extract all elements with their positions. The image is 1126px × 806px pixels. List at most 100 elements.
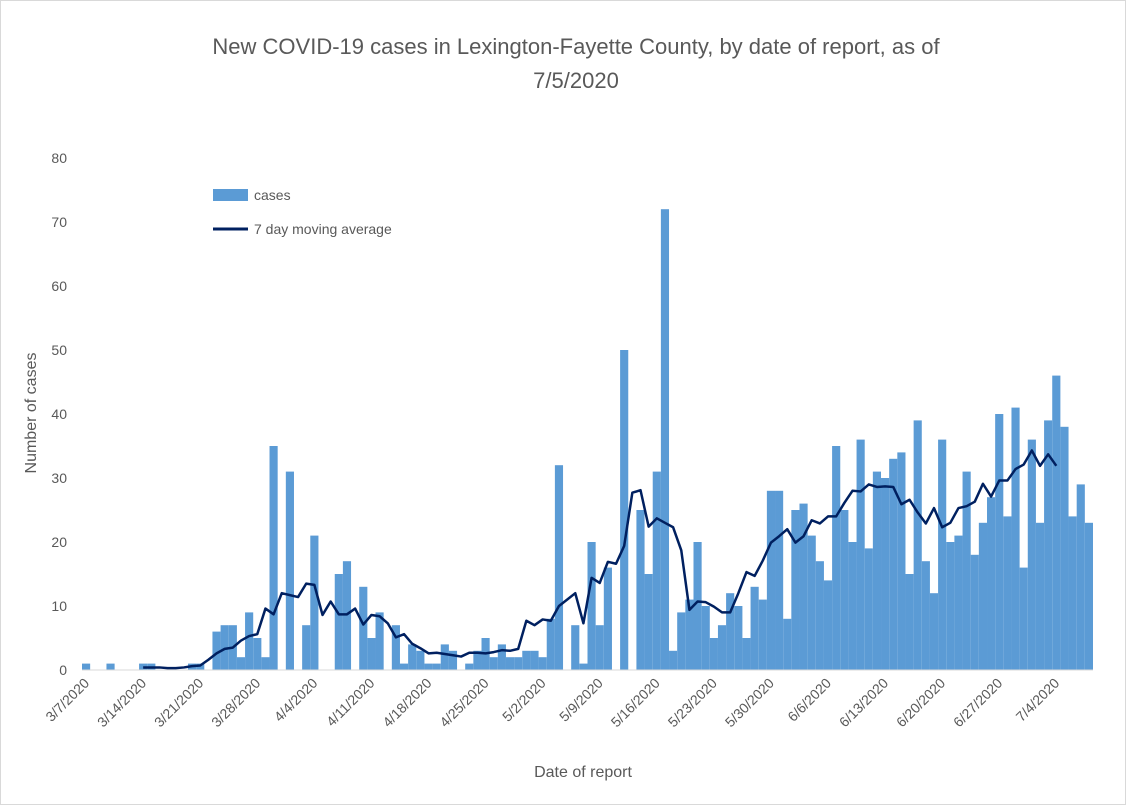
moving-average-layer [143, 449, 1058, 670]
cases-bar [970, 554, 979, 670]
y-tick-label: 30 [51, 470, 67, 486]
cases-bar [497, 644, 506, 670]
cases-bar [285, 471, 294, 670]
cases-bar [595, 625, 604, 670]
cases-bar [913, 420, 922, 670]
cases-bar [701, 606, 710, 670]
x-tick-label: 6/20/2020 [893, 675, 949, 731]
cases-bar [538, 657, 547, 670]
cases-bar [1068, 516, 1077, 670]
x-tick-label: 3/21/2020 [151, 675, 207, 731]
x-tick-label: 5/2/2020 [499, 675, 549, 725]
cases-bar [253, 638, 262, 670]
cases-bar [375, 612, 384, 670]
cases-bar [1052, 375, 1061, 670]
cases-bar [416, 650, 425, 670]
cases-bar [334, 574, 343, 670]
cases-bar [905, 574, 914, 670]
cases-bar [1084, 522, 1093, 670]
x-tick-label: 6/6/2020 [784, 675, 834, 725]
cases-bar [709, 638, 718, 670]
cases-bar [220, 625, 229, 670]
x-tick-label: 6/27/2020 [950, 675, 1006, 731]
legend-label-moving-average: 7 day moving average [254, 221, 392, 237]
x-axis-tick-labels: 3/7/2020 3/14/2020 3/21/2020 3/28/2020 4/4/2… [42, 675, 1062, 731]
y-tick-label: 80 [51, 150, 67, 166]
cases-bar [750, 586, 759, 670]
cases-bar [106, 663, 115, 670]
cases-bar [807, 535, 816, 670]
cases-bar [424, 663, 433, 670]
cases-bar [1003, 516, 1012, 670]
cases-bar [889, 458, 898, 670]
y-axis-title: Number of cases [23, 353, 40, 474]
cases-bar [644, 574, 653, 670]
cases-bar [440, 644, 449, 670]
x-tick-label: 3/7/2020 [42, 675, 92, 725]
chart-title-line-1: New COVID-19 cases in Lexington-Fayette … [212, 34, 940, 59]
x-tick-label: 5/23/2020 [665, 675, 721, 731]
cases-bar [571, 625, 580, 670]
y-tick-label: 50 [51, 342, 67, 358]
chart-title-line-2: 7/5/2020 [533, 68, 619, 93]
y-axis-tick-labels: 0 10 20 30 40 50 60 70 80 [51, 150, 67, 678]
x-tick-label: 5/16/2020 [608, 675, 664, 731]
y-tick-label: 0 [59, 662, 67, 678]
moving-average-line [143, 449, 1058, 670]
cases-bar [660, 209, 670, 670]
x-axis-title: Date of report [534, 764, 632, 781]
cases-bar [546, 618, 555, 670]
cases-bar [1044, 420, 1053, 670]
cases-bar [399, 663, 409, 670]
cases-bar [987, 497, 996, 670]
cases-bar [391, 625, 400, 670]
cases-bar [693, 542, 702, 670]
cases-bar [823, 580, 833, 670]
cases-bar [864, 548, 873, 670]
cases-bar [946, 542, 955, 670]
cases-bar [342, 561, 352, 670]
cases-bar [799, 503, 808, 670]
cases-bar [302, 625, 311, 670]
cases-bar [775, 490, 784, 670]
cases-bar [82, 663, 91, 670]
cases-bar [465, 663, 474, 670]
cases-bar [995, 414, 1004, 670]
y-tick-label: 60 [51, 278, 67, 294]
cases-bar [938, 439, 947, 670]
cases-bar [742, 638, 751, 670]
cases-bar [522, 650, 531, 670]
cases-bar [1011, 407, 1020, 670]
cases-bar [856, 439, 865, 670]
x-tick-label: 5/9/2020 [556, 675, 606, 725]
cases-bar [579, 663, 588, 670]
cases-bar [139, 663, 148, 670]
y-tick-label: 70 [51, 214, 67, 230]
cases-bar [783, 618, 792, 670]
cases-bar [766, 490, 776, 670]
cases-bar [1027, 439, 1036, 670]
cases-bar [367, 638, 376, 670]
x-tick-label: 4/25/2020 [436, 675, 492, 731]
cases-bar [1060, 426, 1069, 670]
cases-bar [245, 612, 254, 670]
cases-bar [1019, 567, 1028, 670]
cases-bar [669, 650, 678, 670]
x-tick-label: 7/4/2020 [1013, 675, 1063, 725]
cases-bar [758, 599, 767, 670]
cases-bar [603, 567, 612, 670]
cases-bar [212, 631, 221, 670]
x-tick-label: 3/28/2020 [208, 675, 264, 731]
cases-bar [620, 350, 629, 670]
cases-bar [359, 586, 368, 670]
x-tick-label: 4/4/2020 [271, 675, 321, 725]
cases-bar [310, 535, 319, 670]
cases-bar [881, 478, 890, 670]
cases-bar [677, 612, 686, 670]
legend-label-cases: cases [254, 187, 291, 203]
cases-bar [815, 561, 824, 670]
cases-bars [82, 209, 1093, 670]
cases-bar [636, 510, 645, 670]
cases-bar [432, 663, 441, 670]
